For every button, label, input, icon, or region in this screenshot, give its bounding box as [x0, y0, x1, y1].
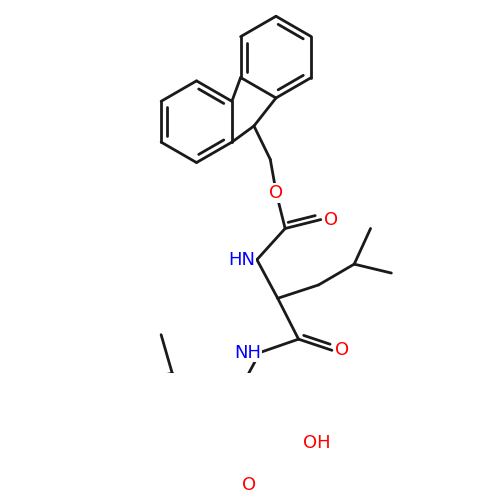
Text: OH: OH	[303, 434, 330, 452]
Text: NH: NH	[234, 344, 262, 361]
Text: O: O	[336, 342, 349, 359]
Text: O: O	[269, 184, 283, 202]
Text: HN: HN	[228, 250, 256, 268]
Text: O: O	[324, 210, 338, 228]
Text: O: O	[242, 476, 256, 494]
